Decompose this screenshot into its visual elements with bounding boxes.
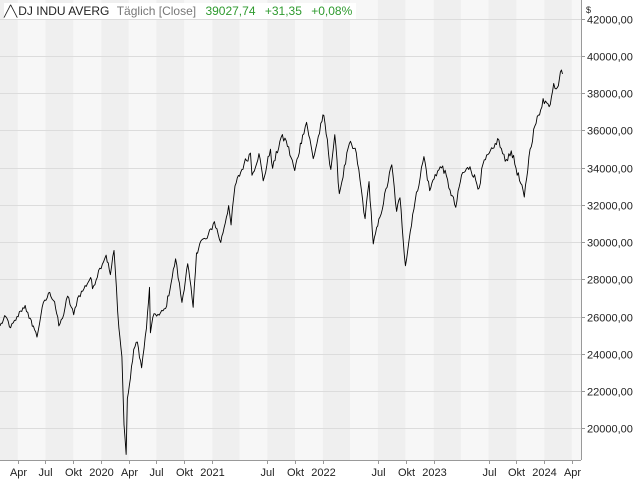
- y-tick-label: 36000,00: [587, 126, 633, 138]
- period-band: [433, 0, 461, 460]
- x-tick-label: 2021: [200, 467, 224, 479]
- period-band: [128, 0, 157, 460]
- x-tick-label: Apr: [121, 467, 138, 479]
- price-change: +31,35: [264, 4, 302, 18]
- period-band: [488, 0, 517, 460]
- x-tick-label: Apr: [564, 467, 581, 479]
- period-band: [571, 0, 581, 460]
- x-tick-label: Jul: [371, 467, 385, 479]
- x-tick-label: 2023: [422, 467, 446, 479]
- price-change-percent: +0,08%: [311, 4, 353, 18]
- x-tick-label: 2022: [311, 467, 335, 479]
- y-tick-label: 30000,00: [587, 238, 633, 250]
- period-band: [0, 0, 18, 460]
- period-band: [267, 0, 296, 460]
- line-chart-icon: ╱╲: [4, 6, 18, 18]
- period-band: [350, 0, 378, 460]
- y-tick-label: 34000,00: [587, 164, 633, 176]
- period-band: [377, 0, 406, 460]
- x-axis: Apr Jul Okt 2020 Apr Jul Okt 2021 Jul Okt 2022 Jul O…: [10, 460, 581, 479]
- period-band: [322, 0, 351, 460]
- period-band: [544, 0, 572, 460]
- y-tick-label: 40000,00: [587, 52, 633, 64]
- price-line: [0, 69, 563, 455]
- period-band: [45, 0, 74, 460]
- last-price: 39027,74: [205, 4, 256, 18]
- chart-header: ╱╲DJ INDU AVERG Täglich [Close] 39027,74…: [4, 3, 357, 19]
- y-tick-label: 24000,00: [587, 350, 633, 362]
- y-axis-unit-label: $: [586, 5, 591, 15]
- alternating-period-bands: [0, 0, 581, 460]
- series-layer: [0, 69, 563, 455]
- y-tick-label: 32000,00: [587, 201, 633, 213]
- period-band: [460, 0, 489, 460]
- y-axis: 20000,00 22000,00 24000,00 26000,00 28000,00…: [581, 15, 633, 436]
- y-tick-label: 22000,00: [587, 387, 633, 399]
- chart-mode-label[interactable]: Täglich [Close]: [116, 4, 197, 18]
- period-band: [295, 0, 323, 460]
- period-band: [184, 0, 213, 460]
- x-tick-label: Okt: [287, 467, 304, 479]
- y-tick-label: 38000,00: [587, 89, 633, 101]
- x-tick-label: Jul: [38, 467, 52, 479]
- x-tick-label: Okt: [398, 467, 415, 479]
- period-band: [516, 0, 545, 460]
- x-tick-label: Okt: [508, 467, 525, 479]
- x-tick-label: 2020: [89, 467, 113, 479]
- x-tick-label: 2024: [532, 467, 556, 479]
- period-band: [101, 0, 129, 460]
- x-tick-label: Jul: [260, 467, 274, 479]
- instrument-title: DJ INDU AVERG: [18, 4, 110, 18]
- period-band: [17, 0, 46, 460]
- period-band: [73, 0, 102, 460]
- horizontal-gridlines: [0, 19, 581, 429]
- period-band: [156, 0, 185, 460]
- y-tick-label: 26000,00: [587, 313, 633, 325]
- y-tick-label: 42000,00: [587, 15, 633, 27]
- period-band: [239, 0, 268, 460]
- y-tick-label: 20000,00: [587, 424, 633, 436]
- x-tick-label: Jul: [149, 467, 163, 479]
- y-tick-label: 28000,00: [587, 275, 633, 287]
- x-tick-label: Apr: [10, 467, 27, 479]
- x-tick-label: Okt: [65, 467, 82, 479]
- x-tick-label: Okt: [176, 467, 193, 479]
- x-tick-label: Jul: [482, 467, 496, 479]
